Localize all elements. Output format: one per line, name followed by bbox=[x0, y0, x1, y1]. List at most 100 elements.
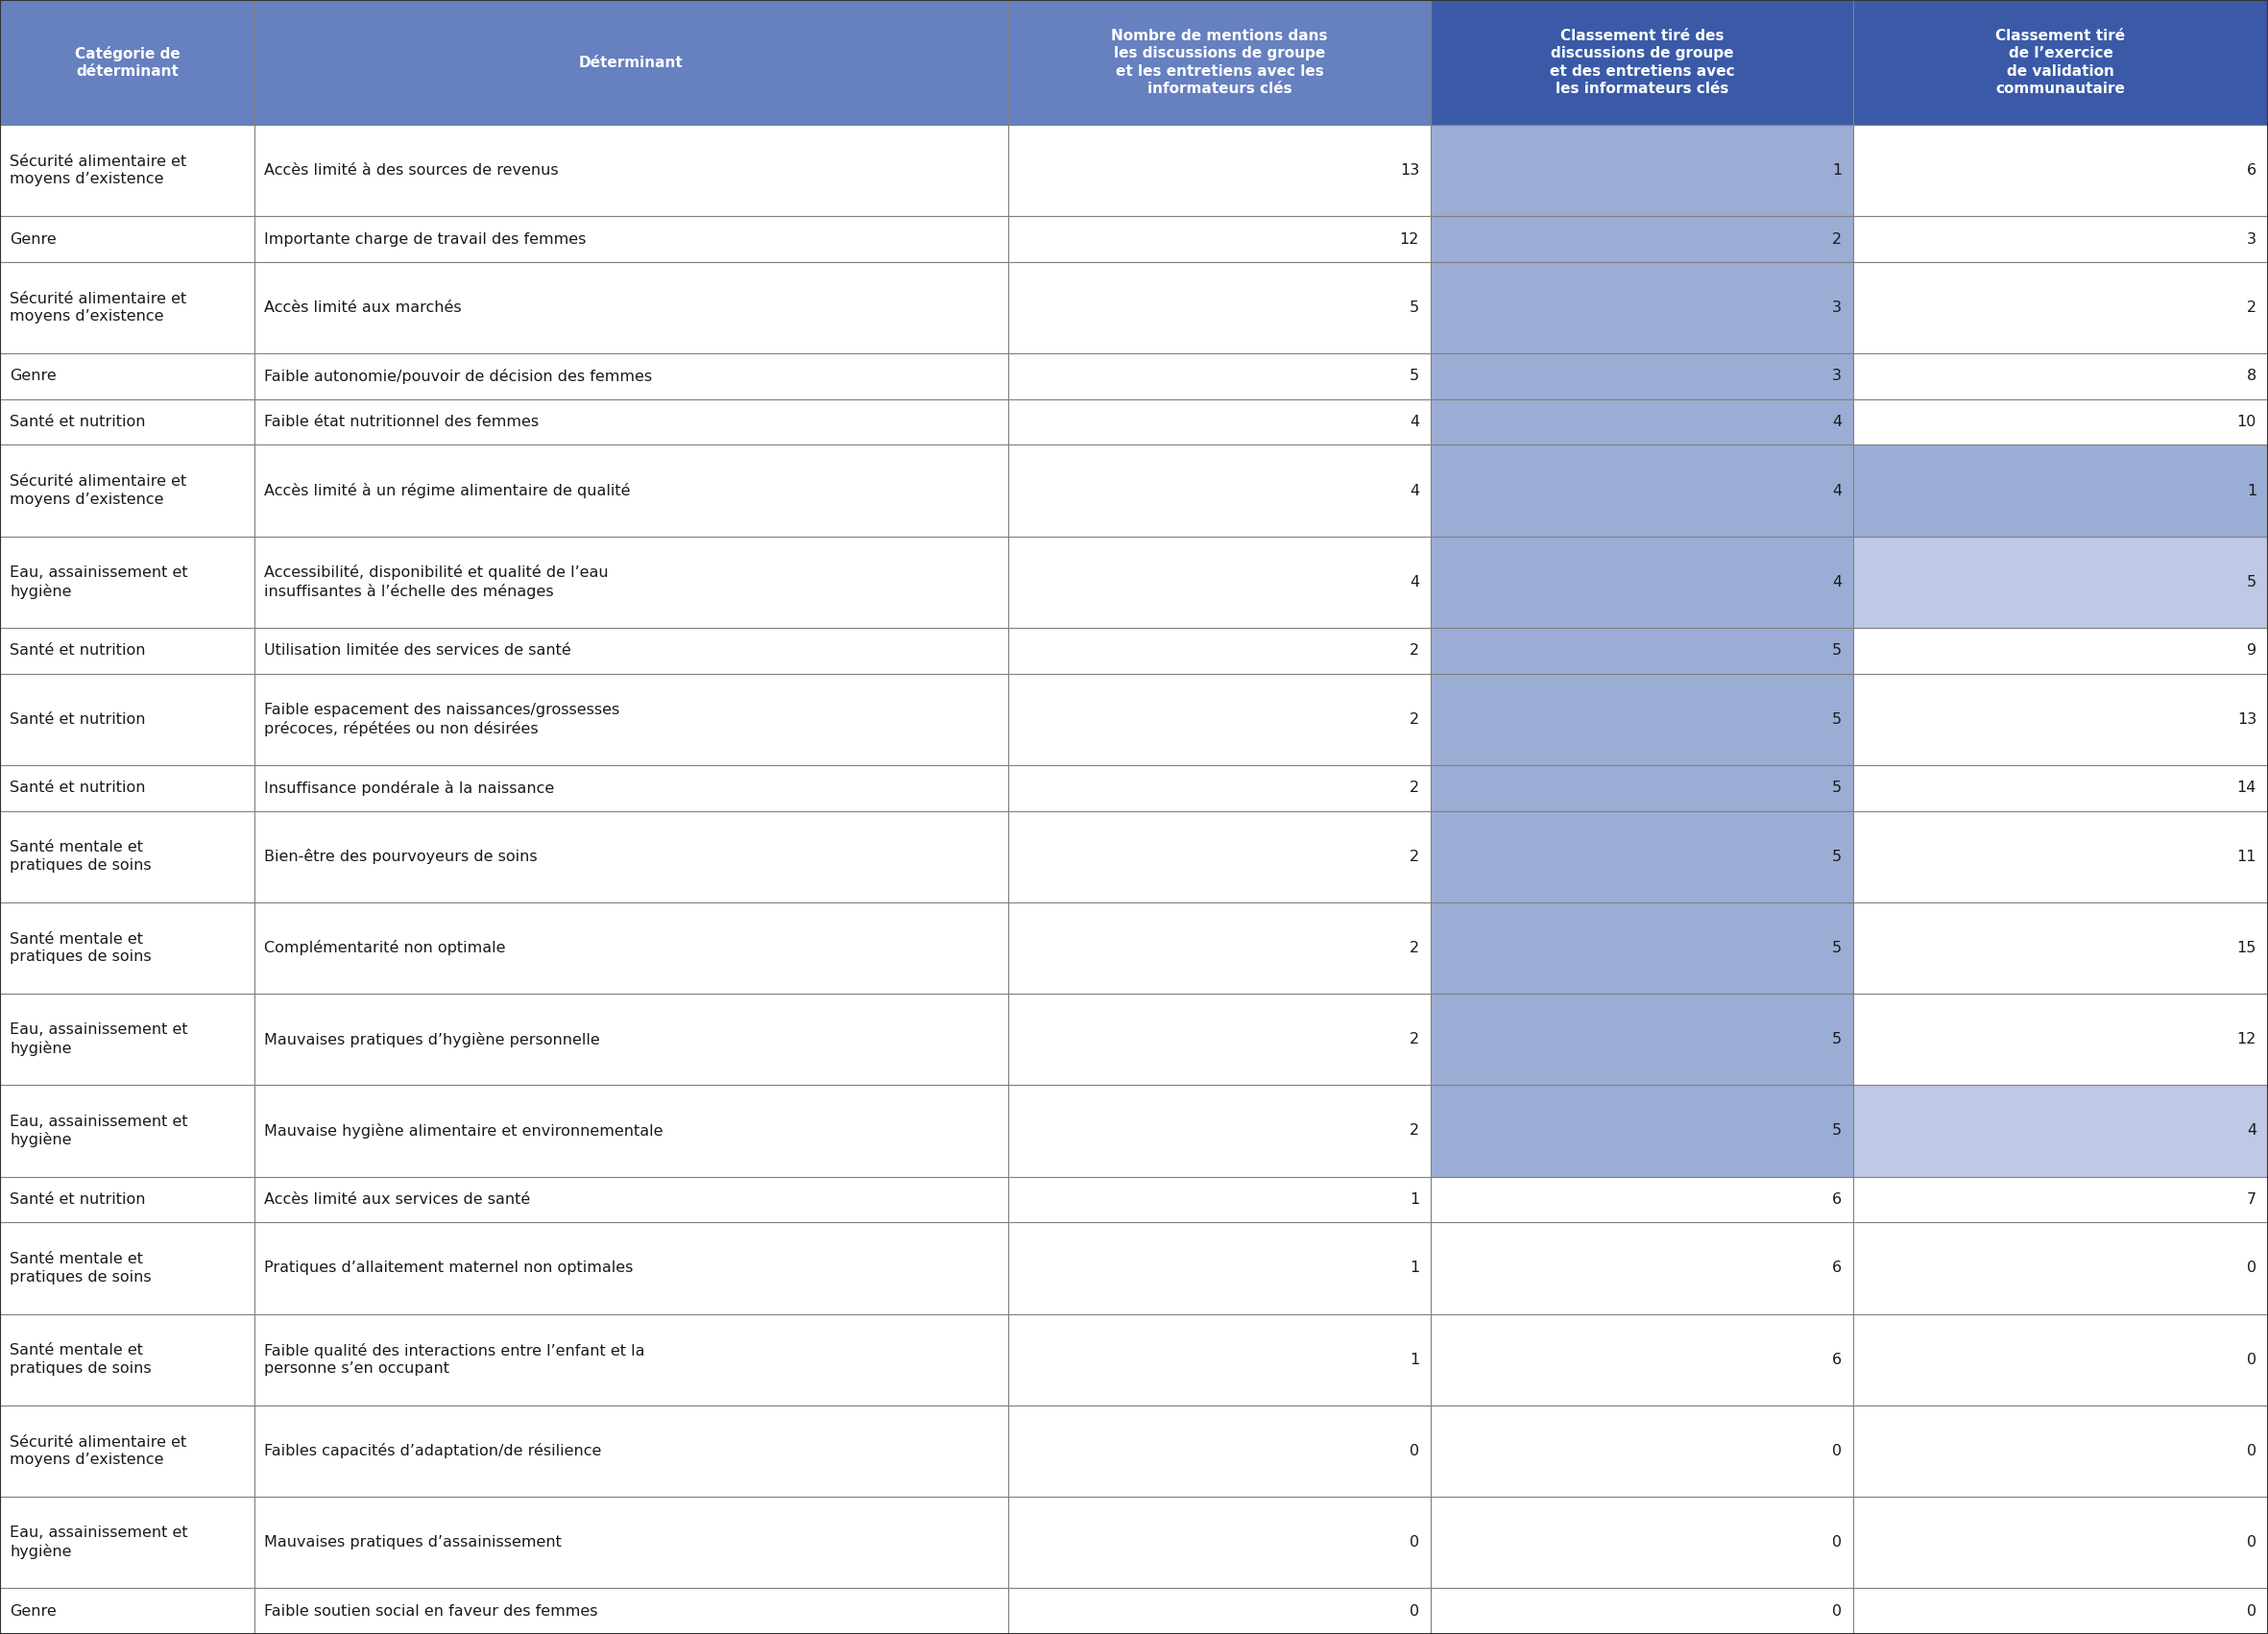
Bar bbox=[0, 124, 254, 216]
Text: Sécurité alimentaire et
moyens d’existence: Sécurité alimentaire et moyens d’existen… bbox=[9, 291, 186, 324]
Bar bbox=[1853, 1588, 2268, 1634]
Text: Accessibilité, disponibilité et qualité de l’eau
insuffisantes à l’échelle des m: Accessibilité, disponibilité et qualité … bbox=[263, 565, 608, 600]
Bar bbox=[254, 444, 1009, 536]
Bar bbox=[254, 216, 1009, 261]
Bar bbox=[1853, 399, 2268, 444]
Bar bbox=[1009, 444, 1431, 536]
Text: Complémentarité non optimale: Complémentarité non optimale bbox=[263, 940, 506, 956]
Text: 5: 5 bbox=[1833, 781, 1842, 796]
Bar bbox=[0, 1588, 254, 1634]
Bar bbox=[1853, 810, 2268, 902]
Bar bbox=[1431, 1176, 1853, 1222]
Bar bbox=[1009, 1405, 1431, 1497]
Bar bbox=[254, 673, 1009, 765]
Text: 11: 11 bbox=[2236, 850, 2257, 864]
Text: Mauvaises pratiques d’hygiène personnelle: Mauvaises pratiques d’hygiène personnell… bbox=[263, 1031, 601, 1047]
Text: Faible espacement des naissances/grossesses
précoces, répétées ou non désirées: Faible espacement des naissances/grosses… bbox=[263, 703, 619, 735]
Text: Utilisation limitée des services de santé: Utilisation limitée des services de sant… bbox=[263, 644, 572, 659]
Bar bbox=[0, 444, 254, 536]
Text: Santé mentale et
pratiques de soins: Santé mentale et pratiques de soins bbox=[9, 1252, 152, 1284]
Bar bbox=[254, 1176, 1009, 1222]
Text: 5: 5 bbox=[1833, 712, 1842, 727]
Text: Pratiques d’allaitement maternel non optimales: Pratiques d’allaitement maternel non opt… bbox=[263, 1261, 633, 1275]
Bar bbox=[0, 261, 254, 353]
Bar bbox=[1853, 536, 2268, 627]
Text: Sécurité alimentaire et
moyens d’existence: Sécurité alimentaire et moyens d’existen… bbox=[9, 154, 186, 186]
Text: Nombre de mentions dans
les discussions de groupe
et les entretiens avec les
inf: Nombre de mentions dans les discussions … bbox=[1111, 28, 1327, 96]
Bar bbox=[1853, 444, 2268, 536]
Bar bbox=[0, 0, 254, 124]
Bar bbox=[1853, 627, 2268, 673]
Text: 5: 5 bbox=[1833, 644, 1842, 659]
Bar bbox=[254, 1497, 1009, 1588]
Text: 6: 6 bbox=[2248, 163, 2257, 178]
Bar bbox=[254, 1588, 1009, 1634]
Bar bbox=[1853, 261, 2268, 353]
Bar bbox=[1009, 353, 1431, 399]
Text: Classement tiré
de l’exercice
de validation
communautaire: Classement tiré de l’exercice de validat… bbox=[1996, 28, 2125, 96]
Bar bbox=[1009, 810, 1431, 902]
Text: 12: 12 bbox=[2236, 1033, 2257, 1047]
Text: Santé mentale et
pratiques de soins: Santé mentale et pratiques de soins bbox=[9, 931, 152, 964]
Text: Accès limité à un régime alimentaire de qualité: Accès limité à un régime alimentaire de … bbox=[263, 484, 631, 498]
Text: 2: 2 bbox=[1408, 712, 1420, 727]
Bar bbox=[0, 993, 254, 1085]
Bar bbox=[1431, 627, 1853, 673]
Bar bbox=[1853, 1085, 2268, 1176]
Text: 14: 14 bbox=[2236, 781, 2257, 796]
Text: Accès limité aux marchés: Accès limité aux marchés bbox=[263, 301, 460, 315]
Text: 5: 5 bbox=[1833, 941, 1842, 956]
Text: Eau, assainissement et
hygiène: Eau, assainissement et hygiène bbox=[9, 1023, 188, 1056]
Bar bbox=[1431, 216, 1853, 261]
Bar bbox=[0, 1176, 254, 1222]
Text: Catégorie de
déterminant: Catégorie de déterminant bbox=[75, 46, 179, 78]
Bar bbox=[1431, 0, 1853, 124]
Bar bbox=[0, 1405, 254, 1497]
Text: Insuffisance pondérale à la naissance: Insuffisance pondérale à la naissance bbox=[263, 781, 553, 796]
Text: 3: 3 bbox=[1833, 369, 1842, 384]
Bar bbox=[1431, 673, 1853, 765]
Bar bbox=[1009, 1314, 1431, 1405]
Text: 5: 5 bbox=[1833, 1033, 1842, 1047]
Bar bbox=[1431, 1405, 1853, 1497]
Bar bbox=[1009, 216, 1431, 261]
Bar bbox=[254, 1314, 1009, 1405]
Text: Accès limité à des sources de revenus: Accès limité à des sources de revenus bbox=[263, 163, 558, 178]
Bar bbox=[1431, 261, 1853, 353]
Text: Eau, assainissement et
hygiène: Eau, assainissement et hygiène bbox=[9, 1526, 188, 1559]
Text: 1: 1 bbox=[1833, 163, 1842, 178]
Bar bbox=[1009, 261, 1431, 353]
Text: Santé mentale et
pratiques de soins: Santé mentale et pratiques de soins bbox=[9, 840, 152, 873]
Text: Bien-être des pourvoyeurs de soins: Bien-être des pourvoyeurs de soins bbox=[263, 848, 538, 864]
Text: Genre: Genre bbox=[9, 1605, 57, 1618]
Bar bbox=[0, 399, 254, 444]
Text: 0: 0 bbox=[1408, 1536, 1420, 1549]
Text: Classement tiré des
discussions de groupe
et des entretiens avec
les informateur: Classement tiré des discussions de group… bbox=[1549, 28, 1735, 96]
Bar bbox=[1431, 124, 1853, 216]
Text: 0: 0 bbox=[1833, 1536, 1842, 1549]
Text: 12: 12 bbox=[1399, 232, 1420, 247]
Text: 5: 5 bbox=[1408, 301, 1420, 315]
Text: Sécurité alimentaire et
moyens d’existence: Sécurité alimentaire et moyens d’existen… bbox=[9, 1435, 186, 1467]
Bar bbox=[1853, 1314, 2268, 1405]
Bar bbox=[1009, 673, 1431, 765]
Text: 2: 2 bbox=[1833, 232, 1842, 247]
Text: 4: 4 bbox=[1833, 484, 1842, 498]
Text: 5: 5 bbox=[2248, 575, 2257, 590]
Bar bbox=[254, 1085, 1009, 1176]
Bar bbox=[0, 216, 254, 261]
Bar bbox=[254, 902, 1009, 993]
Bar bbox=[1853, 1222, 2268, 1314]
Text: 4: 4 bbox=[2248, 1124, 2257, 1139]
Text: 6: 6 bbox=[1833, 1353, 1842, 1366]
Bar bbox=[0, 1222, 254, 1314]
Bar bbox=[254, 627, 1009, 673]
Bar bbox=[254, 993, 1009, 1085]
Bar bbox=[1431, 1222, 1853, 1314]
Text: 4: 4 bbox=[1408, 484, 1420, 498]
Bar bbox=[0, 810, 254, 902]
Bar bbox=[1009, 902, 1431, 993]
Bar bbox=[1853, 765, 2268, 810]
Text: 9: 9 bbox=[2248, 644, 2257, 659]
Text: 0: 0 bbox=[1408, 1605, 1420, 1618]
